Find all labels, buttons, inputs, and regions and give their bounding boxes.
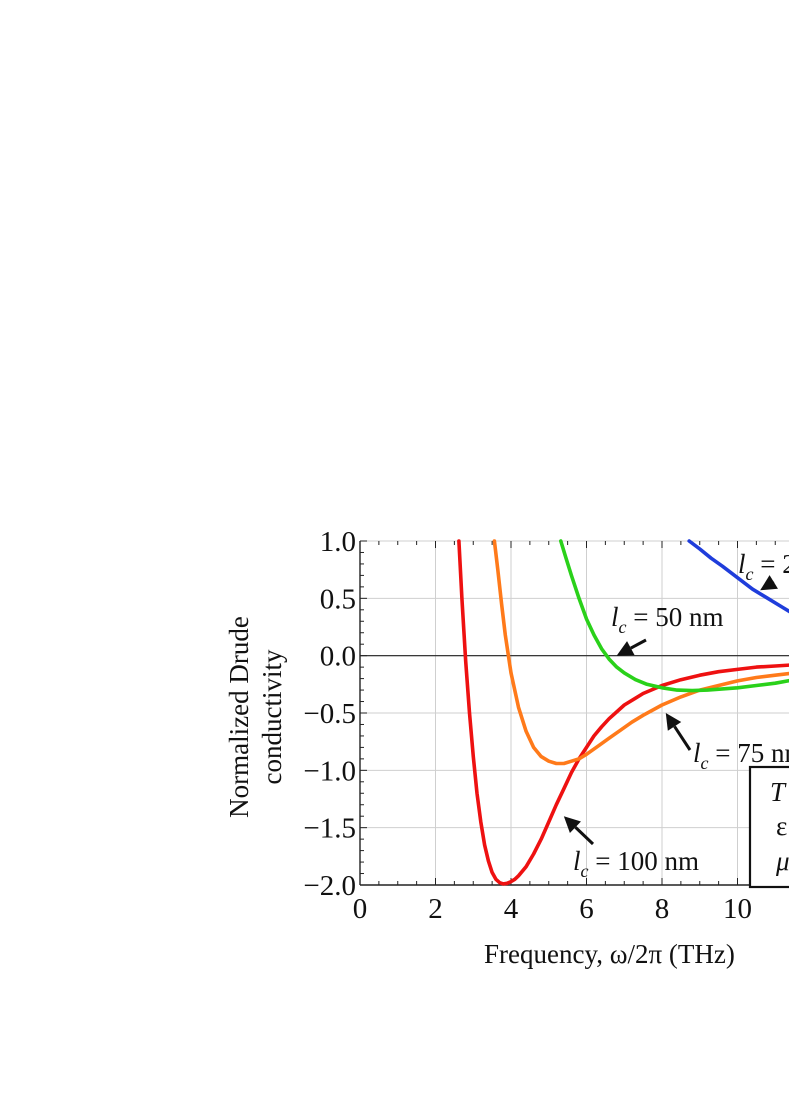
annotation-label-1: lc = 75 nm (693, 738, 789, 773)
inset-box-line1: T (770, 777, 787, 807)
annotation-label-3: lc = 25 nm (738, 549, 789, 584)
inset-box-line2: ε (776, 811, 787, 841)
annotation-arrow-shaft-1 (673, 725, 692, 751)
series-line-1 (492, 539, 789, 766)
series-line-3 (687, 539, 789, 614)
y-tick-label--2: −2.0 (303, 870, 356, 902)
series-group (457, 539, 789, 886)
annotation-arrow-head-1 (665, 713, 682, 731)
annotation-arrow-shaft-2 (574, 826, 595, 846)
annotation-arrow-head-2 (563, 816, 581, 834)
x-tick-label-4: 4 (504, 893, 519, 925)
inset-box: T ε μ (748, 765, 789, 889)
y-tick-label--0.5: −0.5 (303, 698, 356, 730)
y-tick-label-1: 1.0 (320, 526, 356, 558)
x-axis-title: Frequency, ω/2π (THz) (484, 939, 735, 969)
y-axis-title-line2: conductivity (257, 649, 287, 784)
series-line-0 (457, 539, 789, 886)
grid-lines (360, 540, 789, 886)
y-tick-label--1.5: −1.5 (303, 813, 356, 845)
y-tick-label-0.5: 0.5 (320, 583, 356, 615)
annotation-arrow-shaft-0 (630, 638, 647, 650)
annotation-label-0: lc = 50 nm (611, 602, 724, 637)
annotation-arrow-head-3 (760, 575, 778, 591)
tick-labels: 0 2 4 6 8 10 1.0 0.5 0.0 −0.5 −1.0 −1.5 −2.0 (303, 526, 752, 925)
y-tick-label--1: −1.0 (303, 755, 356, 787)
annotation-arrow-head-0 (616, 641, 635, 656)
inset-box-line3: μ (775, 846, 789, 876)
y-axis-title-line1: Normalized Drude (224, 616, 254, 818)
x-tick-label-0: 0 (353, 893, 368, 925)
x-tick-label-10: 10 (723, 893, 752, 925)
x-tick-label-6: 6 (579, 893, 594, 925)
inset-box-frame (748, 765, 789, 889)
series-line-2 (558, 539, 789, 693)
y-tick-label-0: 0.0 (320, 641, 356, 673)
annotations-group: lc = 50 nm lc = 75 nm lc = 100 nm lc = 25 n… (563, 549, 789, 881)
x-tick-label-2: 2 (428, 893, 443, 925)
axes (359, 540, 789, 886)
annotation-label-2: lc = 100 nm (573, 846, 699, 881)
x-tick-label-8: 8 (655, 893, 670, 925)
